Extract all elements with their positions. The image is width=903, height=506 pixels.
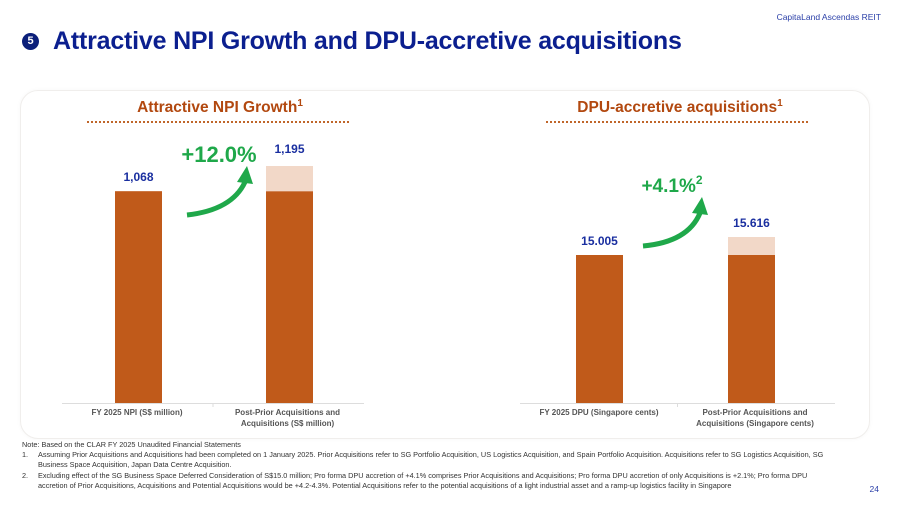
npi-value-label-0: 1,068: [123, 170, 153, 184]
page-title: Attractive NPI Growth and DPU-accretive …: [53, 26, 682, 55]
brand-name: CapitaLand Ascendas REIT: [776, 12, 881, 22]
dpu-growth-arrow-icon: [642, 211, 703, 249]
npi-bar-base-1: [266, 191, 313, 403]
dpu-growth-footnote: 2: [696, 173, 703, 187]
dpu-chart-title-footnote: 1: [777, 98, 783, 109]
npi-growth-arrow-icon: [186, 180, 248, 218]
dpu-bar-base-1: [728, 255, 775, 403]
dpu-growth-label: +4.1%2: [641, 173, 702, 197]
npi-title-divider: [87, 121, 349, 123]
dpu-value-label-1: 15.616: [733, 216, 770, 230]
npi-growth-arrowhead-icon: [237, 166, 253, 184]
dpu-category-label-1-line-2: Acquisitions (Singapore cents): [696, 418, 814, 428]
dpu-title-divider: [546, 121, 808, 123]
npi-growth-label: +12.0%: [181, 142, 256, 167]
npi-bar-base-0: [115, 191, 162, 403]
footnote-2-number: 2.: [22, 470, 29, 480]
dpu-category-label-1-line-1: Post-Prior Acquisitions and: [702, 408, 808, 417]
npi-value-label-1: 1,195: [274, 142, 304, 156]
npi-bar-increment-1: [266, 166, 313, 192]
dpu-category-label-0: FY 2025 DPU (Singapore cents): [520, 408, 678, 419]
dpu-bar-base-0: [576, 255, 623, 403]
npi-category-label-1: Post-Prior Acquisitions and Acquisitions…: [210, 408, 365, 429]
footnote-1-number: 1.: [22, 450, 29, 460]
dpu-chart-title-text: DPU-accretive acquisitions: [577, 99, 778, 116]
footnote-1-text: Assuming Prior Acquisitions and Acquisit…: [38, 450, 824, 470]
npi-category-label-1-line-2: Acquisitions (S$ million): [240, 418, 335, 428]
dpu-bar-increment-1: [728, 237, 775, 255]
dpu-category-label-1: Post-Prior Acquisitions and Acquisitions…: [675, 408, 835, 429]
npi-chart-title-text: Attractive NPI Growth: [137, 99, 298, 116]
dpu-value-label-0: 15.005: [581, 234, 618, 248]
page-number: 24: [869, 484, 879, 494]
footnote-2: 2. Excluding effect of the SG Business S…: [22, 471, 852, 491]
charts-panel: [20, 90, 870, 439]
npi-category-label-0-line: FY 2025 NPI (S$ million): [91, 408, 183, 417]
npi-category-label-0: FY 2025 NPI (S$ million): [62, 408, 212, 419]
npi-chart-title-footnote: 1: [297, 98, 303, 109]
npi-category-label-1-line-1: Post-Prior Acquisitions and: [234, 408, 341, 417]
footnote-1: 1. Assuming Prior Acquisitions and Acqui…: [22, 450, 852, 470]
footnote-intro: Note: Based on the CLAR FY 2025 Unaudite…: [22, 440, 241, 449]
dpu-category-label-0-line: FY 2025 DPU (Singapore cents): [539, 408, 659, 417]
npi-chart-title: Attractive NPI Growth1: [85, 98, 355, 117]
dpu-chart: 15.005 15.616 +4.1%2: [520, 173, 835, 407]
dpu-chart-title: DPU-accretive acquisitions1: [540, 98, 820, 117]
title-row: 5 Attractive NPI Growth and DPU-accretiv…: [22, 26, 682, 55]
footnote-2-text: Excluding effect of the SG Business Spac…: [38, 470, 808, 490]
section-number-badge: 5: [22, 32, 39, 50]
footnotes: Note: Based on the CLAR FY 2025 Unaudite…: [22, 440, 852, 491]
dpu-growth-arrowhead-icon: [692, 197, 708, 215]
npi-chart: 1,068 1,195 +12.0%: [62, 142, 364, 407]
